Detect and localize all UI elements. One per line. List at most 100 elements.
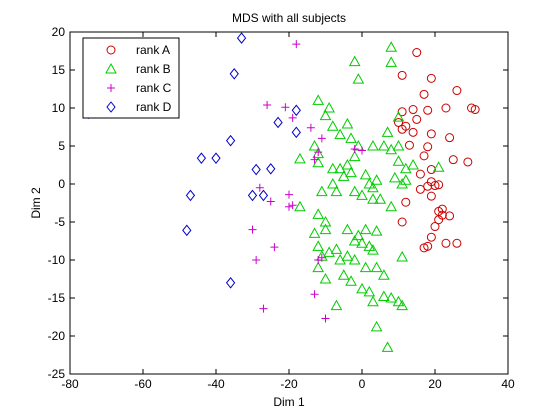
series-rank-d [83, 32, 301, 289]
y-tick-label: -5 [54, 215, 65, 229]
axis-ticks: -80 -60 -40 -20 0 20 40 -25 -20 -15 -10 -5 0 5 10 15 20 [48, 25, 515, 391]
data-point [288, 201, 297, 210]
data-point [350, 145, 359, 154]
y-tick-label: -10 [48, 253, 66, 267]
data-point [270, 243, 279, 252]
data-point [381, 341, 394, 352]
data-point [441, 103, 451, 113]
data-point [341, 117, 354, 129]
data-point [317, 253, 326, 262]
data-point [394, 117, 403, 127]
data-point [430, 222, 440, 232]
data-point [330, 243, 343, 254]
data-point [397, 124, 407, 134]
data-point [378, 290, 390, 301]
data-point [341, 223, 354, 235]
plot-frame [69, 31, 509, 375]
y-axis-title: Dim 2 [29, 187, 43, 219]
data-point [326, 162, 339, 174]
data-point [352, 73, 365, 84]
data-point [374, 193, 387, 204]
series-rank-c [248, 40, 366, 323]
data-point [319, 109, 332, 121]
data-point [396, 299, 408, 311]
data-point [399, 174, 412, 185]
x-tick-label: 20 [428, 377, 442, 391]
data-point [370, 225, 383, 236]
legend-marker [107, 84, 115, 92]
data-point [378, 139, 390, 151]
data-point [292, 40, 301, 49]
data-point [363, 285, 376, 297]
data-point [419, 243, 429, 253]
legend-item: rank A [106, 43, 170, 57]
data-point [330, 185, 343, 197]
data-point [196, 152, 207, 164]
y-tick-label: 5 [58, 139, 65, 153]
data-point [367, 181, 379, 193]
legend: rank A rank B rank C rank D [82, 37, 180, 119]
data-point [412, 48, 422, 58]
data-point [330, 299, 343, 311]
data-point [367, 139, 379, 151]
data-point [415, 169, 425, 179]
data-point [423, 105, 433, 115]
data-point [363, 177, 376, 189]
data-point [445, 211, 455, 221]
data-point [463, 157, 473, 167]
data-point [316, 185, 328, 197]
legend-item: rank B [105, 62, 171, 76]
data-point [434, 215, 444, 225]
data-point [430, 181, 440, 191]
x-tick-label: -60 [134, 377, 152, 391]
data-point [452, 86, 462, 96]
data-point [407, 158, 419, 170]
y-tick-label: 15 [52, 63, 66, 77]
data-point [392, 295, 405, 307]
data-point [363, 240, 376, 251]
data-point [452, 238, 462, 248]
data-point [396, 177, 408, 189]
data-point [359, 261, 372, 273]
data-point [291, 126, 301, 139]
legend-marker [106, 101, 116, 113]
data-point [273, 116, 283, 129]
data-point [323, 101, 335, 113]
legend-label: rank D [136, 100, 172, 114]
data-point [412, 114, 422, 124]
data-point [334, 253, 346, 265]
data-point [211, 152, 221, 164]
data-point [258, 189, 269, 202]
data-point [310, 290, 319, 299]
legend-box [82, 37, 180, 119]
data-point [392, 139, 405, 151]
data-point [367, 193, 379, 204]
data-point [445, 133, 455, 143]
data-point [426, 73, 436, 83]
data-point [381, 126, 394, 137]
y-tick-label: 20 [52, 25, 66, 39]
chart-title: MDS with all subjects [232, 11, 346, 25]
x-tick-label: 0 [359, 377, 366, 391]
data-point [396, 250, 408, 262]
data-point [247, 189, 258, 202]
data-point [432, 161, 445, 172]
data-point [441, 238, 451, 248]
data-point [419, 89, 429, 99]
data-point [248, 225, 257, 234]
data-point [392, 111, 405, 122]
data-point [345, 166, 357, 178]
series-rank-b [294, 41, 445, 352]
data-point [348, 234, 361, 246]
data-point [434, 180, 444, 190]
data-point [404, 140, 414, 150]
data-point [392, 155, 405, 166]
data-point [337, 269, 350, 280]
data-point [345, 275, 357, 286]
data-point [326, 120, 339, 131]
data-point [334, 128, 346, 140]
data-point [312, 156, 325, 168]
x-tick-label: -20 [280, 377, 298, 391]
data-point [397, 217, 407, 227]
data-point [341, 250, 354, 261]
